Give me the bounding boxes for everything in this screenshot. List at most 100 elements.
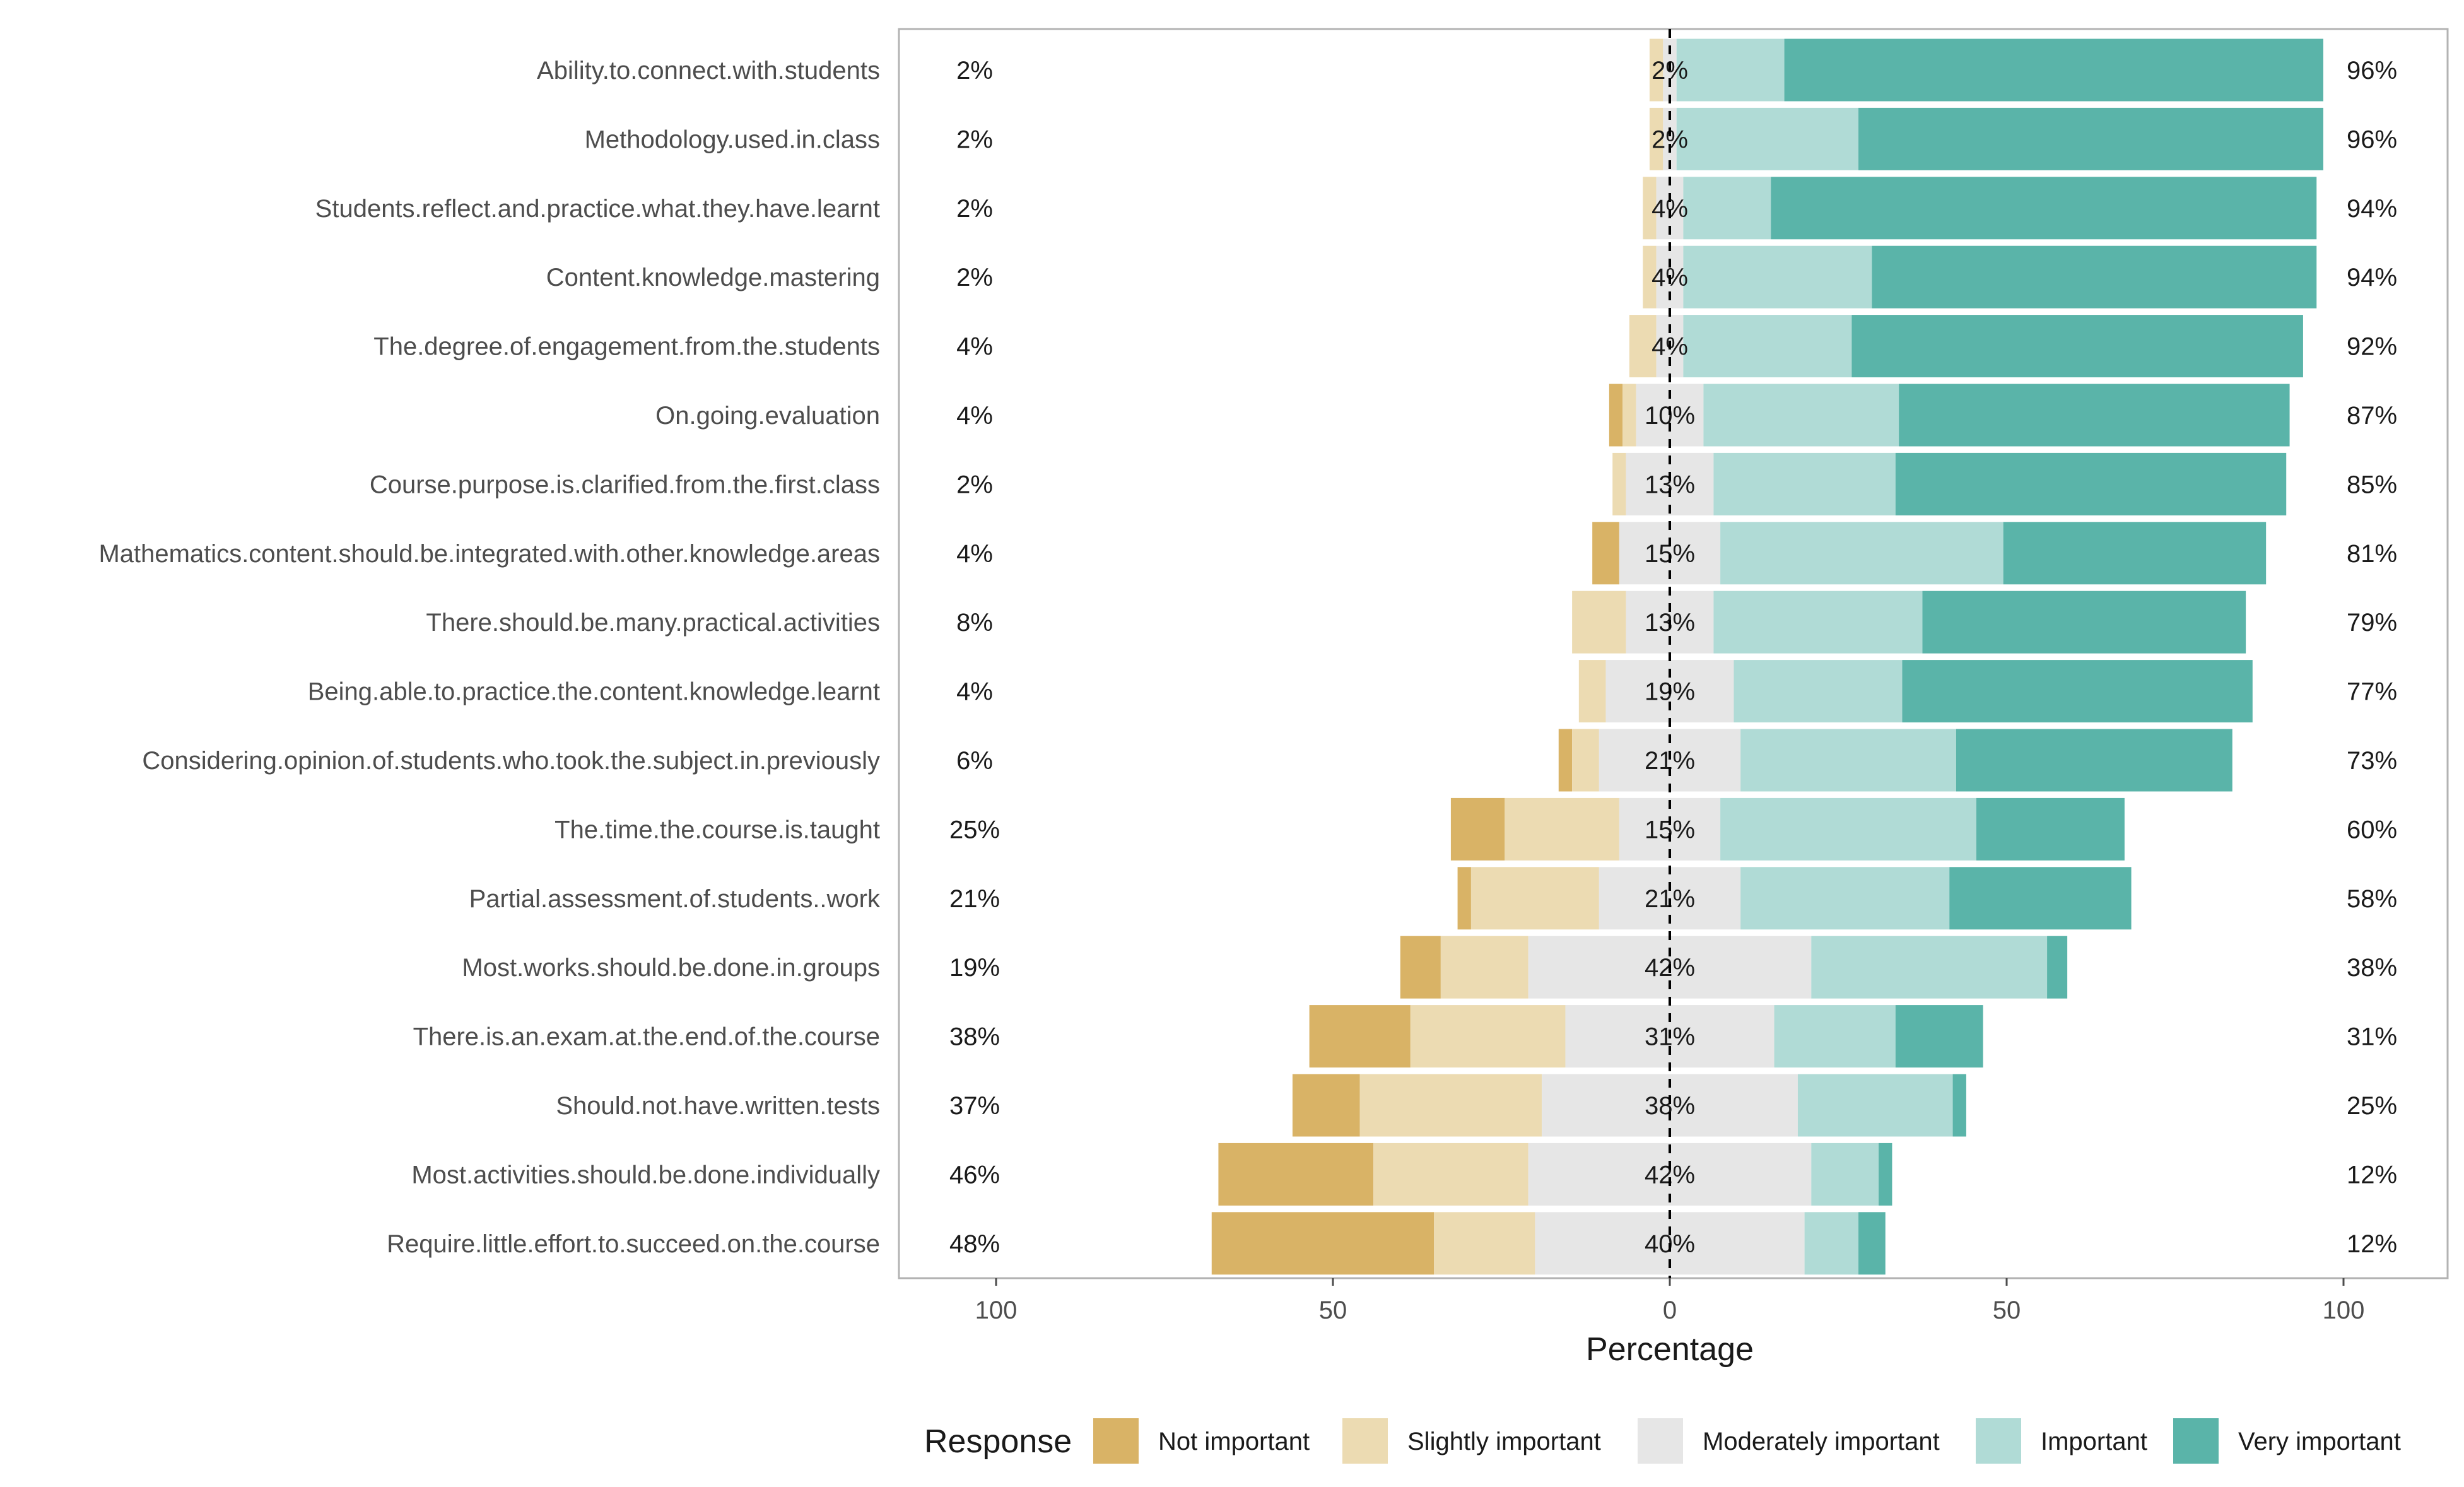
percent-label-negative: 4% — [956, 540, 993, 568]
bar-very-important-7 — [1895, 452, 2287, 515]
bar-important-8 — [1720, 522, 2003, 585]
bar-slightly-important-2 — [1649, 107, 1663, 170]
percent-label-positive: 12% — [2347, 1230, 2397, 1258]
x-tick-label: 50 — [1993, 1296, 2021, 1324]
bar-very-important-10 — [1902, 660, 2253, 723]
category-label: Most.activities.should.be.done.individua… — [411, 1161, 880, 1189]
bar-important-1 — [1676, 38, 1785, 102]
percent-label-positive: 38% — [2347, 954, 2397, 982]
percent-label-positive: 79% — [2347, 609, 2397, 637]
bar-slightly-important-10 — [1578, 660, 1606, 723]
percent-label-negative: 2% — [956, 264, 993, 291]
legend-key-not-important — [1093, 1418, 1139, 1464]
bar-not-important-11 — [1558, 729, 1573, 792]
bar-slightly-important-3 — [1643, 177, 1657, 240]
legend-label-important: Important — [2041, 1428, 2147, 1455]
bar-not-important-14 — [1400, 936, 1441, 999]
bar-not-important-15 — [1309, 1005, 1411, 1068]
percent-label-negative: 25% — [949, 816, 1000, 843]
bar-slightly-important-16 — [1359, 1074, 1542, 1137]
bar-slightly-important-15 — [1410, 1005, 1566, 1068]
bars-layer — [1211, 38, 2323, 1275]
bar-not-important-18 — [1211, 1212, 1434, 1275]
bar-slightly-important-1 — [1649, 38, 1663, 102]
percent-label-negative: 48% — [949, 1230, 1000, 1258]
bar-very-important-2 — [1858, 107, 2323, 170]
bar-slightly-important-11 — [1572, 729, 1599, 792]
bar-very-important-1 — [1784, 38, 2323, 102]
legend-label-moderately-important: Moderately important — [1703, 1428, 1940, 1455]
bar-very-important-5 — [1851, 315, 2303, 378]
percent-label-positive: 73% — [2347, 747, 2397, 775]
percent-label-positive: 94% — [2347, 264, 2397, 291]
bar-very-important-17 — [1879, 1143, 1892, 1206]
bar-important-4 — [1683, 245, 1872, 309]
bar-important-3 — [1683, 177, 1771, 240]
bar-very-important-9 — [1922, 591, 2246, 654]
percent-label-positive: 87% — [2347, 402, 2397, 430]
bar-slightly-important-9 — [1572, 591, 1626, 654]
category-label: There.should.be.many.practical.activitie… — [426, 609, 880, 637]
bar-very-important-4 — [1872, 245, 2317, 309]
bar-very-important-18 — [1858, 1212, 1886, 1275]
bar-very-important-14 — [2047, 936, 2068, 999]
category-label: Partial.assessment.of.students..work — [469, 885, 881, 913]
percent-label-negative: 8% — [956, 609, 993, 637]
bar-not-important-12 — [1450, 797, 1505, 861]
percent-label-positive: 81% — [2347, 540, 2397, 568]
x-axis-title: Percentage — [1586, 1331, 1754, 1368]
bar-slightly-important-4 — [1643, 245, 1657, 309]
percent-label-negative: 4% — [956, 402, 993, 430]
percent-label-positive: 58% — [2347, 885, 2397, 913]
percent-label-positive: 92% — [2347, 333, 2397, 361]
bar-slightly-important-13 — [1470, 867, 1599, 930]
panel-border — [898, 28, 2449, 1279]
bar-slightly-important-12 — [1505, 797, 1619, 861]
category-label: Should.not.have.written.tests — [556, 1092, 880, 1120]
legend-label-not-important: Not important — [1158, 1428, 1310, 1455]
legend-label-slightly-important: Slightly important — [1407, 1428, 1601, 1455]
x-tick-label: 0 — [1663, 1296, 1677, 1324]
legend-key-moderately-important — [1638, 1418, 1683, 1464]
bar-important-12 — [1720, 797, 1976, 861]
percent-label-negative: 2% — [956, 57, 993, 85]
percent-label-positive: 77% — [2347, 678, 2397, 706]
category-label: Methodology.used.in.class — [585, 126, 880, 153]
bar-very-important-15 — [1895, 1005, 1983, 1068]
bar-important-5 — [1683, 315, 1852, 378]
percent-label-negative: 21% — [949, 885, 1000, 913]
percent-label-negative: 38% — [949, 1023, 1000, 1051]
x-tick-label: 100 — [2323, 1296, 2365, 1324]
category-label: Mathematics.content.should.be.integrated… — [98, 540, 880, 568]
category-label: Course.purpose.is.clarified.from.the.fir… — [370, 471, 880, 498]
percent-label-negative: 46% — [949, 1161, 1000, 1189]
x-tick-label: 50 — [1319, 1296, 1347, 1324]
bar-important-16 — [1797, 1074, 1953, 1137]
percent-label-negative: 19% — [949, 954, 1000, 982]
bar-slightly-important-14 — [1440, 936, 1528, 999]
percent-label-positive: 94% — [2347, 195, 2397, 223]
x-axis: 100 50 0 50 100 — [975, 1278, 2365, 1324]
percent-label-negative: 4% — [956, 678, 993, 706]
labels-layer: Ability.to.connect.with.students 2% 2% 96% M… — [98, 57, 2397, 1258]
legend-label-very-important: Very important — [2238, 1428, 2401, 1455]
category-label: Students.reflect.and.practice.what.they.… — [315, 195, 880, 223]
legend-key-very-important — [2173, 1418, 2219, 1464]
bar-very-important-16 — [1952, 1074, 1966, 1137]
percent-label-negative: 6% — [956, 747, 993, 775]
category-label: The.time.the.course.is.taught — [554, 816, 880, 843]
category-label: Considering.opinion.of.students.who.took… — [142, 747, 880, 775]
bar-not-important-16 — [1292, 1074, 1360, 1137]
category-label: Content.knowledge.mastering — [546, 264, 880, 291]
bar-very-important-8 — [2003, 522, 2267, 585]
legend-title: Response — [924, 1423, 1072, 1460]
bar-important-17 — [1811, 1143, 1879, 1206]
category-label: The.degree.of.engagement.from.the.studen… — [373, 333, 880, 361]
category-label: Require.little.effort.to.succeed.on.the.… — [387, 1230, 880, 1258]
percent-label-positive: 96% — [2347, 57, 2397, 85]
bar-important-15 — [1774, 1005, 1896, 1068]
bar-not-important-13 — [1457, 867, 1471, 930]
bar-moderately-important-2 — [1663, 107, 1677, 170]
bar-slightly-important-18 — [1434, 1212, 1535, 1275]
